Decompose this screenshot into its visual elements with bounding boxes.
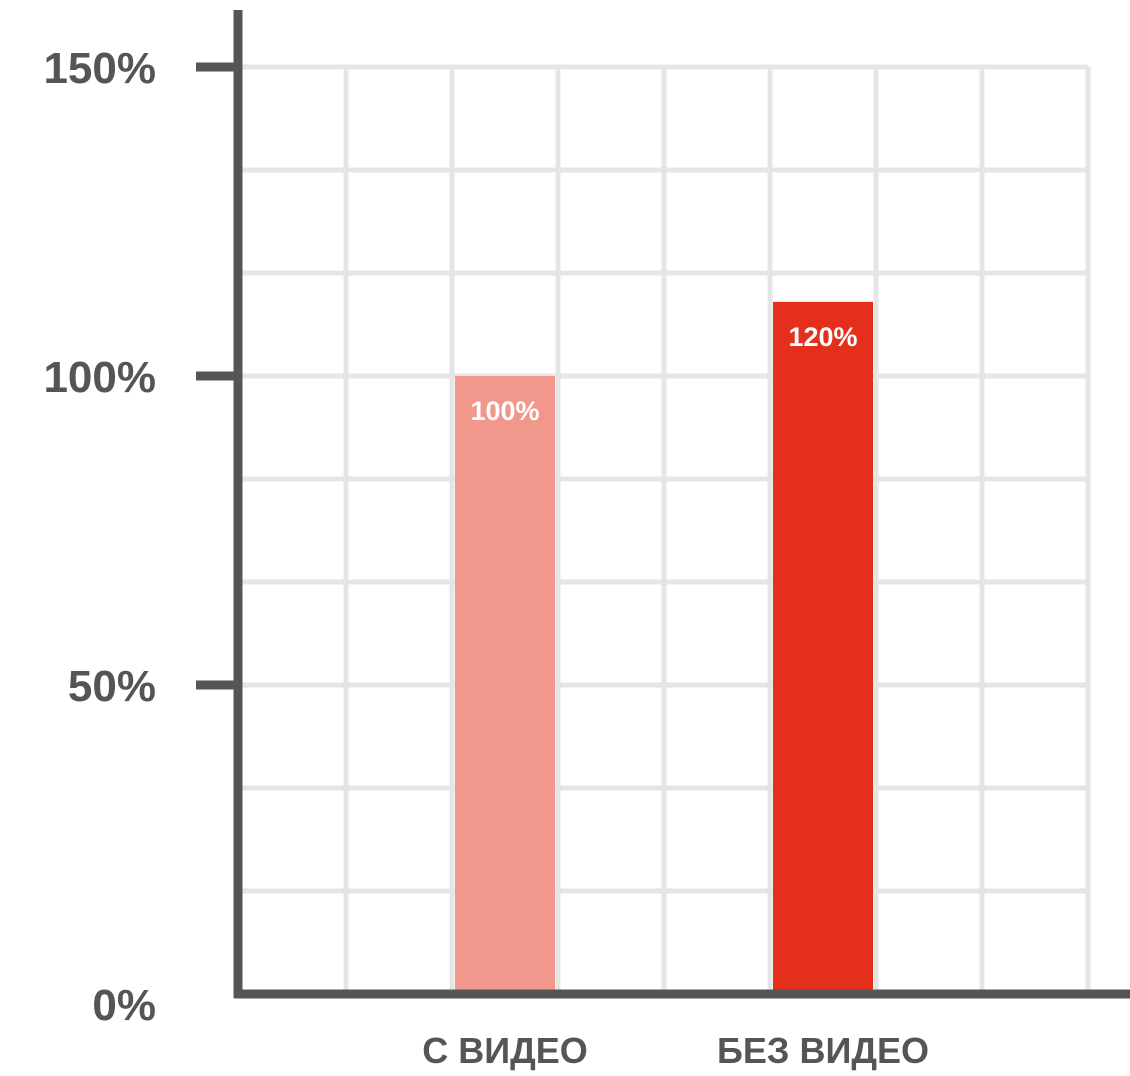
y-tick-label: 150%: [43, 44, 156, 93]
y-tick-label: 100%: [43, 353, 156, 402]
bar-data-label: 100%: [470, 396, 539, 426]
y-tick-label: 50%: [68, 662, 156, 711]
x-tick-label: БЕЗ ВИДЕО: [717, 1030, 929, 1071]
bar-2: [773, 301, 873, 995]
bar-1: [455, 376, 555, 994]
x-tick-label: С ВИДЕО: [422, 1030, 588, 1071]
y-tick-label: 0%: [92, 981, 156, 1030]
bar-data-label: 120%: [788, 322, 857, 352]
